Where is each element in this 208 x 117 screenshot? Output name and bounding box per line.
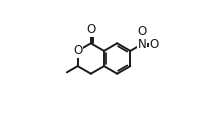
Text: N: N [137,38,146,51]
Text: O: O [137,25,147,38]
Text: O: O [73,44,82,57]
Text: O: O [150,38,159,51]
Text: O: O [86,23,95,36]
